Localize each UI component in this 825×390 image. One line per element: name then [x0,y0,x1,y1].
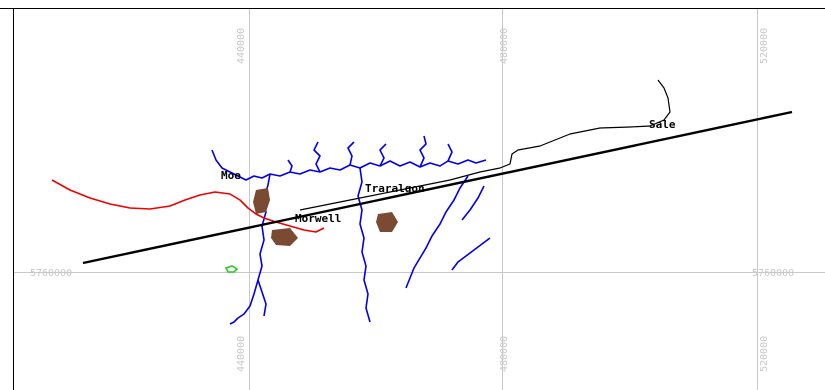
river-south-1b [257,279,267,317]
river-south-3b [461,185,485,221]
grid-label-top-440000: 440000 [236,28,247,64]
grid-label-bottom-480000: 480000 [499,336,510,372]
river-trib-2 [347,141,355,166]
urban-area-morwell [271,228,298,246]
place-label-traralgon: Traralgon [365,182,425,195]
grid-label-bottom-520000: 520000 [759,336,770,372]
river-trib-4 [419,135,427,168]
highway [51,179,325,233]
river-trib-1 [313,141,321,173]
grid-labels: 440000 480000 520000 440000 480000 52000… [30,28,794,372]
urban-area-traralgon [376,212,398,232]
place-label-moe: Moe [221,169,241,182]
grid-label-right-5760000: 5760000 [752,268,794,279]
place-label-sale: Sale [649,118,676,131]
grid-label-top-480000: 480000 [499,28,510,64]
grid-label-left-5760000: 5760000 [30,268,72,279]
river-main [211,149,487,181]
river-south-4 [451,237,491,271]
river-trib-3 [379,143,387,167]
place-labels: Moe Traralgon Morwell Sale [221,118,676,225]
lake-icon [224,265,239,273]
grid-label-bottom-440000: 440000 [236,336,247,372]
river-south-2 [357,167,371,323]
urban-area-moe [253,188,270,214]
place-label-morwell: Morwell [295,212,341,225]
grid-label-top-520000: 520000 [759,28,770,64]
minor-road [299,79,671,211]
coordinate-grid [14,9,825,390]
river-trib-5 [447,143,453,162]
railway [82,110,793,265]
urban-areas [253,188,398,246]
rivers [211,135,491,325]
river-south-3 [405,175,469,289]
river-trib-6 [287,159,293,173]
